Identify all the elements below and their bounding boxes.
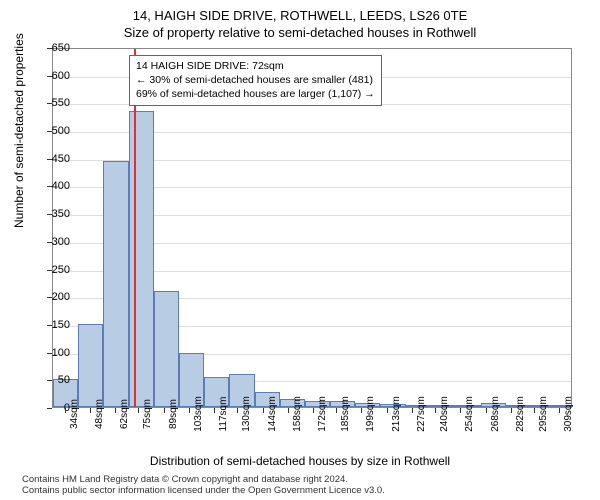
x-axis-label: Distribution of semi-detached houses by … — [0, 454, 600, 468]
x-tick-mark — [138, 408, 139, 413]
y-tick-mark — [47, 297, 52, 298]
y-tick-label: 300 — [40, 236, 70, 248]
x-tick-mark — [559, 408, 560, 413]
x-tick-mark — [65, 408, 66, 413]
annotation-line: 69% of semi-detached houses are larger (… — [136, 87, 375, 101]
x-tick-label: 240sqm — [439, 396, 450, 432]
histogram-bar — [154, 291, 179, 407]
x-tick-label: 185sqm — [340, 396, 351, 432]
x-tick-label: 117sqm — [218, 397, 229, 432]
x-tick-mark — [534, 408, 535, 413]
y-tick-mark — [47, 270, 52, 271]
x-tick-mark — [214, 408, 215, 413]
x-tick-label: 48sqm — [94, 399, 105, 429]
x-tick-mark — [486, 408, 487, 413]
histogram-bar — [78, 324, 103, 407]
x-tick-label: 213sqm — [391, 396, 402, 432]
y-tick-label: 100 — [40, 347, 70, 359]
x-tick-label: 130sqm — [241, 396, 252, 432]
x-tick-mark — [435, 408, 436, 413]
x-tick-label: 144sqm — [267, 396, 278, 432]
x-tick-mark — [511, 408, 512, 413]
y-tick-label: 600 — [40, 70, 70, 82]
annotation-box: 14 HAIGH SIDE DRIVE: 72sqm← 30% of semi-… — [129, 55, 382, 106]
x-tick-label: 158sqm — [292, 396, 303, 432]
chart-title-main: 14, HAIGH SIDE DRIVE, ROTHWELL, LEEDS, L… — [0, 0, 600, 23]
x-tick-mark — [412, 408, 413, 413]
y-tick-mark — [47, 103, 52, 104]
y-tick-label: 400 — [40, 180, 70, 192]
y-tick-label: 550 — [40, 97, 70, 109]
y-tick-mark — [47, 353, 52, 354]
x-tick-mark — [189, 408, 190, 413]
y-tick-mark — [47, 408, 52, 409]
chart-title-sub: Size of property relative to semi-detach… — [0, 23, 600, 40]
x-tick-mark — [263, 408, 264, 413]
y-tick-mark — [47, 325, 52, 326]
y-tick-label: 250 — [40, 264, 70, 276]
x-tick-mark — [361, 408, 362, 413]
x-tick-mark — [90, 408, 91, 413]
x-tick-mark — [387, 408, 388, 413]
y-tick-mark — [47, 380, 52, 381]
y-tick-mark — [47, 131, 52, 132]
y-tick-label: 150 — [40, 319, 70, 331]
y-tick-label: 200 — [40, 291, 70, 303]
histogram-bar — [129, 111, 154, 407]
x-tick-label: 199sqm — [365, 396, 376, 432]
y-tick-label: 500 — [40, 125, 70, 137]
x-tick-mark — [336, 408, 337, 413]
y-tick-label: 450 — [40, 153, 70, 165]
footer-attribution: Contains HM Land Registry data © Crown c… — [22, 474, 578, 497]
histogram-bar — [103, 161, 128, 407]
x-tick-label: 34sqm — [69, 399, 80, 429]
annotation-line: 14 HAIGH SIDE DRIVE: 72sqm — [136, 59, 375, 73]
y-tick-mark — [47, 48, 52, 49]
x-tick-label: 309sqm — [563, 396, 574, 432]
x-tick-label: 62sqm — [119, 399, 130, 429]
x-tick-mark — [237, 408, 238, 413]
x-tick-label: 75sqm — [142, 399, 153, 429]
x-tick-label: 268sqm — [490, 396, 501, 432]
y-tick-mark — [47, 159, 52, 160]
y-tick-mark — [47, 242, 52, 243]
footer-line2: Contains public sector information licen… — [22, 485, 578, 496]
footer-line1: Contains HM Land Registry data © Crown c… — [22, 474, 578, 485]
y-tick-label: 50 — [40, 374, 70, 386]
y-tick-label: 350 — [40, 208, 70, 220]
y-tick-label: 650 — [40, 42, 70, 54]
x-tick-label: 89sqm — [168, 399, 179, 429]
y-tick-mark — [47, 214, 52, 215]
x-tick-mark — [164, 408, 165, 413]
x-tick-label: 254sqm — [464, 396, 475, 432]
y-axis-label: Number of semi-detached properties — [12, 33, 26, 228]
x-tick-label: 172sqm — [317, 396, 328, 432]
x-tick-label: 295sqm — [538, 396, 549, 432]
x-tick-mark — [313, 408, 314, 413]
x-tick-mark — [460, 408, 461, 413]
y-tick-mark — [47, 76, 52, 77]
y-tick-mark — [47, 186, 52, 187]
x-tick-label: 103sqm — [193, 396, 204, 432]
x-tick-mark — [288, 408, 289, 413]
x-tick-label: 282sqm — [515, 396, 526, 432]
annotation-line: ← 30% of semi-detached houses are smalle… — [136, 73, 375, 87]
x-tick-label: 227sqm — [416, 396, 427, 432]
chart-container: 14, HAIGH SIDE DRIVE, ROTHWELL, LEEDS, L… — [0, 0, 600, 500]
x-tick-mark — [115, 408, 116, 413]
chart-plot-area: 14 HAIGH SIDE DRIVE: 72sqm← 30% of semi-… — [52, 48, 572, 408]
